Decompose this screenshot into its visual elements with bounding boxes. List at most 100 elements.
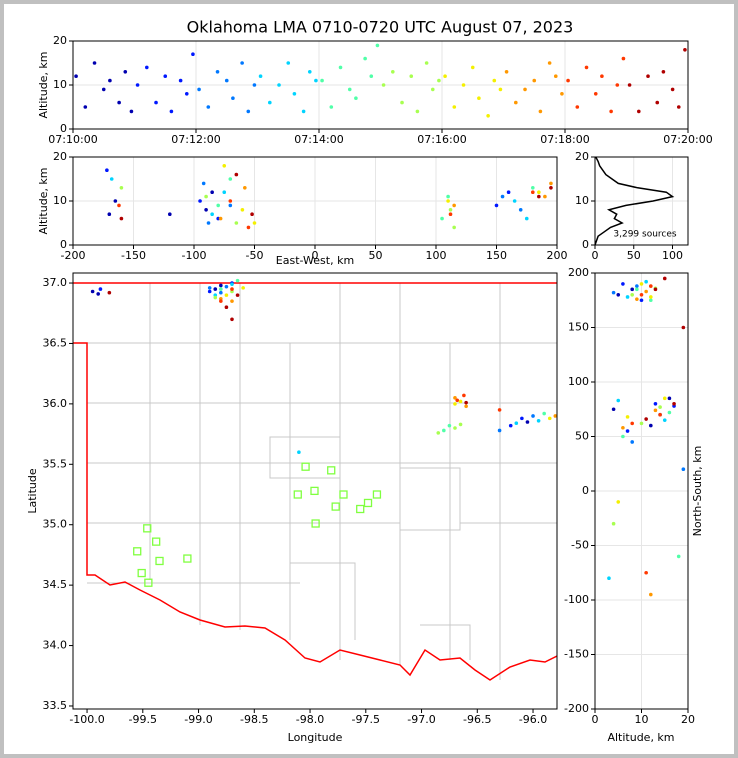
y-tick-label: 37.0	[43, 276, 68, 289]
axes-frame	[72, 156, 558, 246]
source-point	[611, 290, 616, 295]
source-point	[448, 212, 453, 216]
source-point	[531, 414, 535, 418]
source-point	[201, 181, 206, 186]
x-tick-label: -96.5	[463, 713, 491, 726]
source-point	[96, 292, 100, 296]
source-point	[662, 276, 667, 281]
source-point	[676, 554, 681, 559]
source-point	[504, 70, 509, 74]
source-point	[477, 96, 481, 100]
x-tick-label: 0	[592, 249, 599, 262]
station	[152, 537, 161, 546]
source-point	[442, 428, 446, 433]
y-tick-label: 100	[568, 375, 589, 388]
source-point	[547, 61, 552, 65]
source-point	[593, 92, 598, 96]
source-point	[630, 421, 634, 426]
y-tick-label: 20	[53, 34, 67, 47]
source-point	[644, 289, 648, 294]
source-point	[470, 65, 475, 70]
source-point	[655, 100, 660, 105]
source-point	[452, 225, 456, 230]
x-tick-label: -97.5	[352, 713, 380, 726]
source-point	[135, 83, 140, 87]
y-tick-label: -150	[564, 648, 589, 661]
source-point	[206, 221, 211, 225]
source-point	[235, 293, 240, 297]
source-point	[635, 287, 639, 292]
source-point	[354, 96, 358, 100]
source-point	[391, 70, 395, 74]
source-point	[667, 410, 672, 415]
y-tick-label: 34.5	[43, 578, 68, 591]
source-point	[600, 74, 604, 78]
station	[363, 498, 373, 508]
source-point	[461, 83, 466, 87]
station	[143, 524, 152, 533]
source-point	[670, 87, 675, 92]
source-point	[83, 105, 88, 109]
y-tick-label: 0	[60, 122, 67, 135]
source-point	[219, 287, 223, 291]
source-point	[218, 216, 223, 221]
source-point	[184, 92, 189, 96]
source-point	[553, 414, 557, 418]
source-point	[453, 396, 457, 400]
x-tick-label: 07:16:00	[417, 133, 466, 146]
source-point	[616, 398, 621, 403]
source-point	[637, 109, 641, 114]
source-point	[616, 293, 621, 297]
source-point	[627, 83, 632, 87]
x-tick-label: 100	[426, 249, 447, 262]
source-point	[230, 287, 234, 291]
source-point	[440, 216, 444, 221]
x-axis-label: East-West, km	[276, 254, 354, 267]
source-point	[228, 203, 233, 208]
source-point	[235, 278, 240, 283]
source-point	[542, 411, 546, 416]
x-tick-label: -99.5	[129, 713, 157, 726]
source-point	[537, 194, 541, 199]
source-point	[117, 100, 121, 105]
source-point	[500, 194, 505, 199]
source-point	[649, 592, 653, 597]
source-point	[447, 423, 452, 428]
y-tick-label: 150	[568, 321, 589, 334]
x-tick-label: 07:20:00	[663, 133, 712, 146]
source-point	[210, 212, 214, 216]
source-point	[621, 56, 626, 61]
x-tick-label: 50	[627, 249, 641, 262]
source-point	[458, 399, 463, 404]
source-point	[210, 190, 214, 194]
source-point	[123, 70, 128, 74]
source-point	[649, 295, 653, 299]
source-point	[639, 293, 644, 297]
source-point	[307, 70, 312, 74]
source-point	[506, 190, 511, 194]
source-point	[74, 74, 78, 78]
source-point	[197, 87, 201, 92]
x-tick-label: -96.0	[519, 713, 547, 726]
source-point	[486, 114, 490, 118]
y-tick-label: 10	[53, 194, 67, 207]
source-point	[464, 400, 468, 405]
source-point	[538, 109, 543, 114]
x-tick-label: 07:12:00	[171, 133, 220, 146]
source-point	[607, 576, 611, 580]
source-point	[375, 43, 380, 48]
source-point	[494, 203, 499, 208]
source-point	[453, 426, 457, 430]
source-point	[455, 398, 460, 403]
y-axis-label: North-South, km	[691, 446, 704, 537]
source-point	[231, 96, 235, 100]
y-tick-label: -100	[564, 593, 589, 606]
source-point	[437, 78, 441, 83]
source-point	[219, 299, 223, 303]
source-point	[532, 78, 537, 83]
source-point	[240, 61, 244, 65]
source-point	[430, 87, 435, 92]
source-point	[525, 420, 530, 424]
source-point	[219, 283, 223, 288]
source-point	[277, 83, 281, 87]
